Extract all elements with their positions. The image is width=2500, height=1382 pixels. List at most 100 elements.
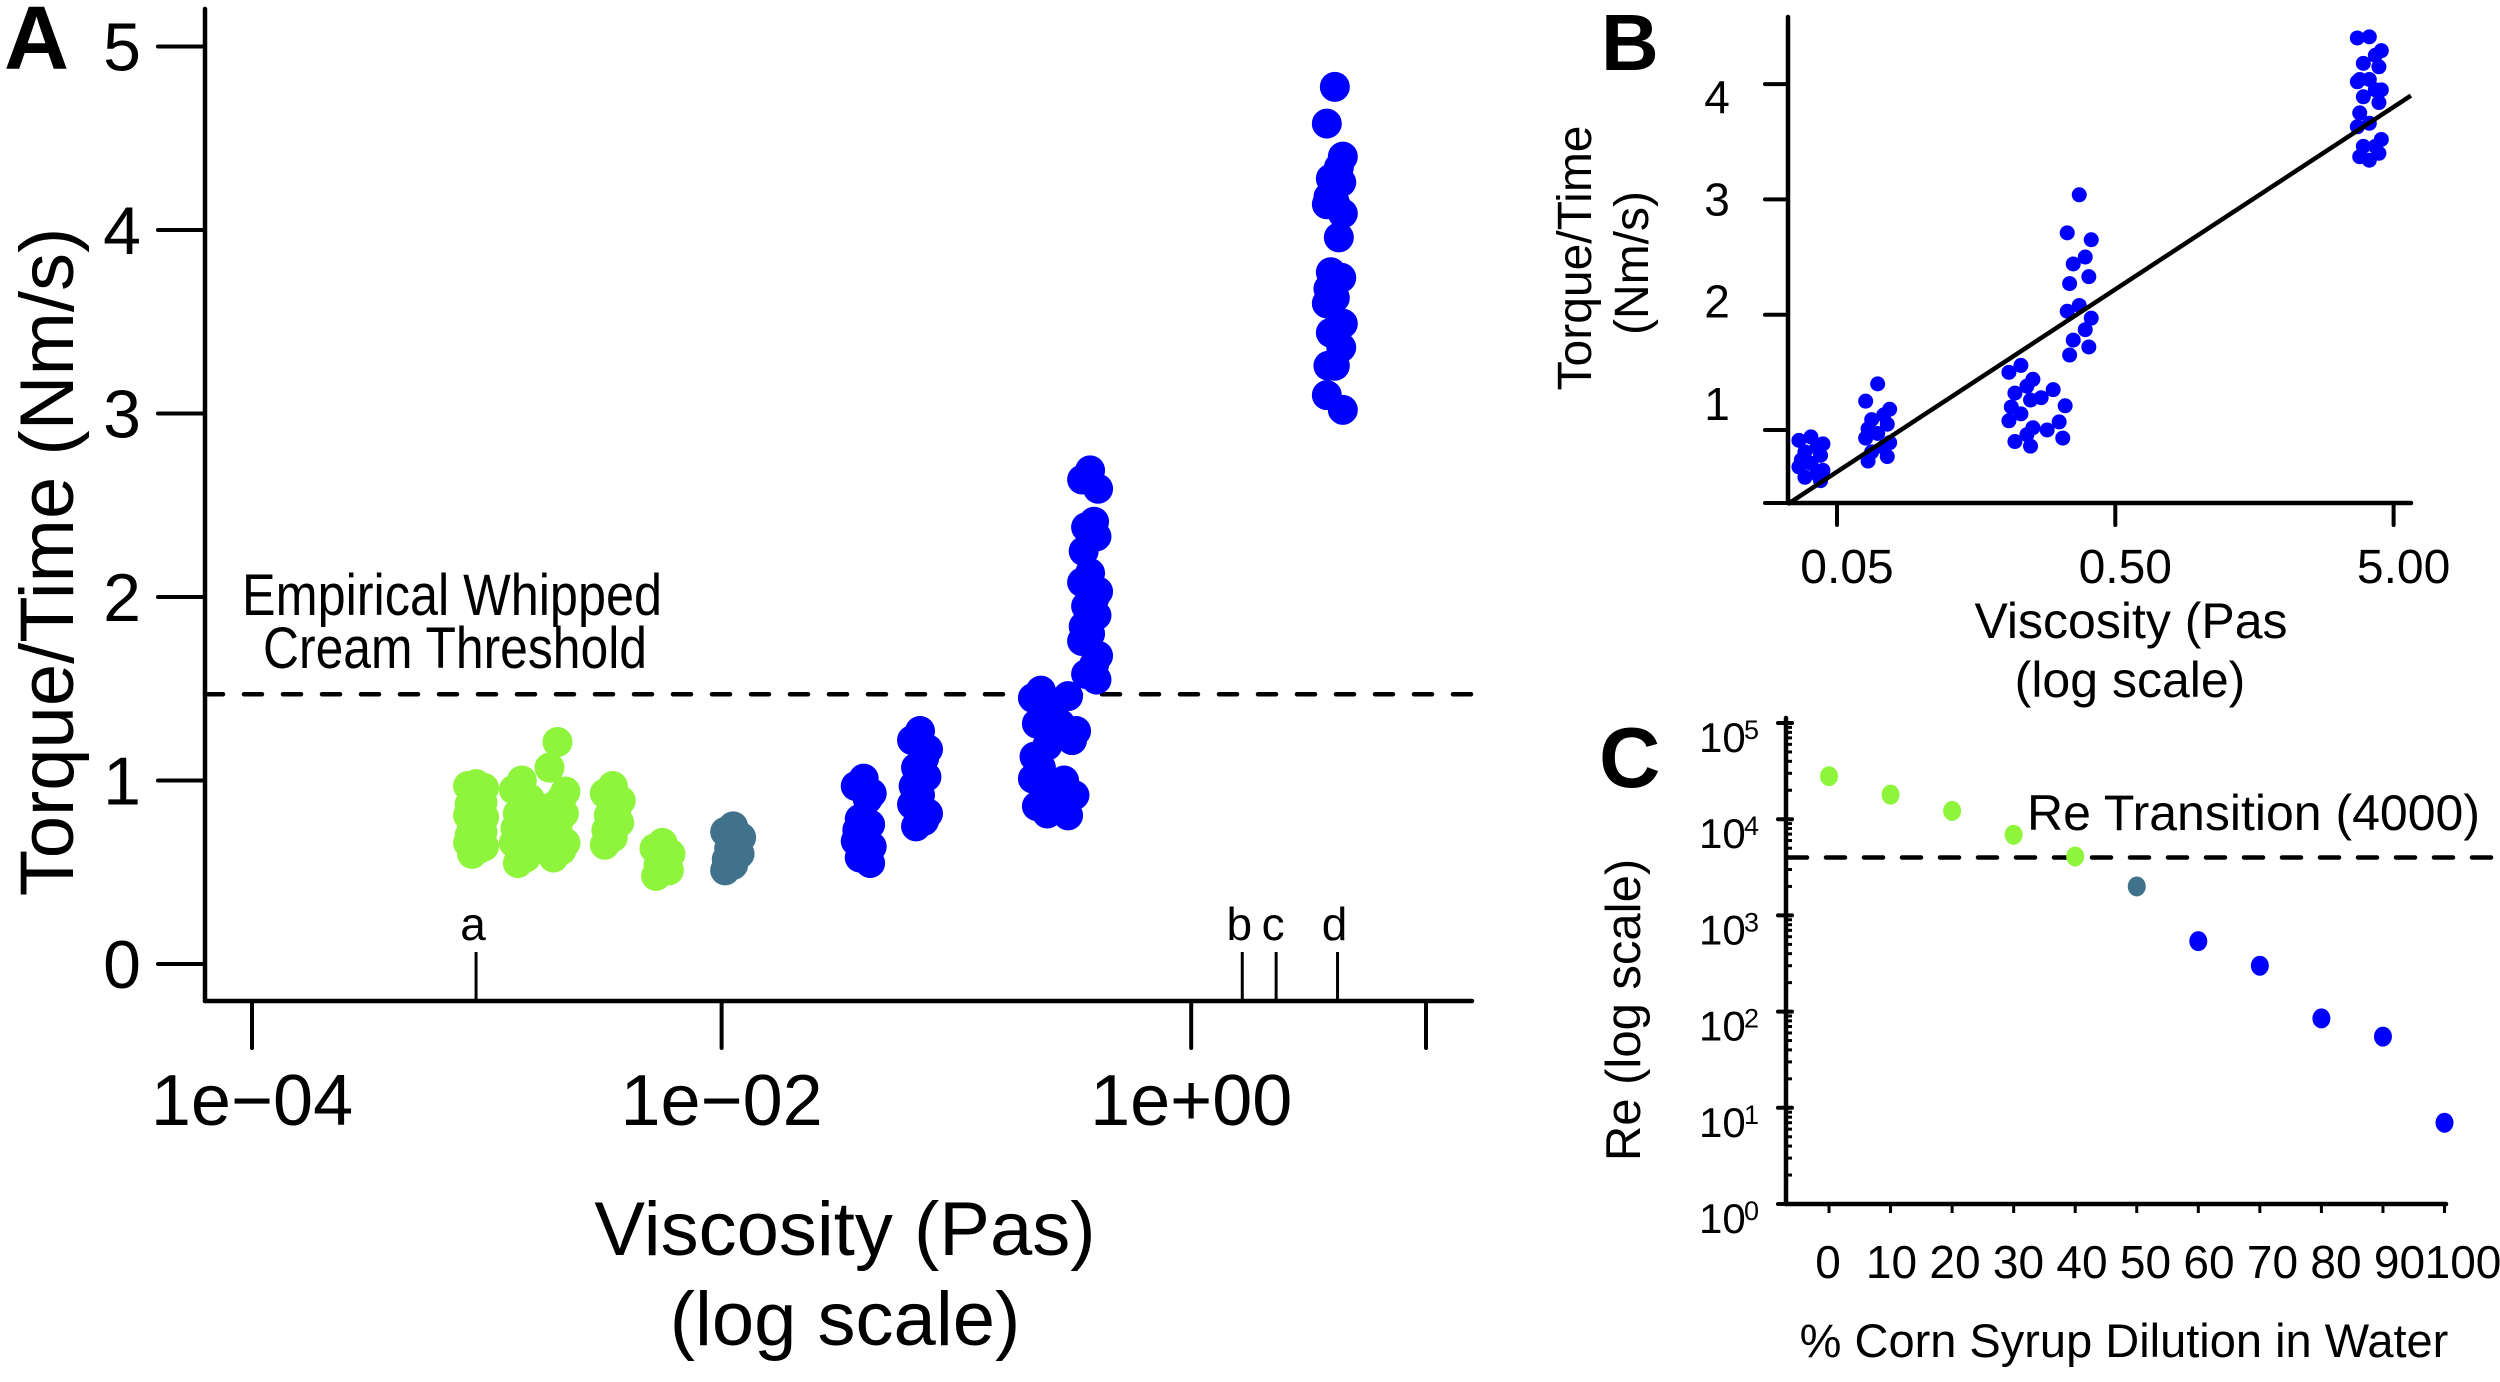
data-point <box>1057 725 1088 756</box>
y-tick-label-base: 10 <box>1699 1195 1746 1242</box>
reference-mark-label: d <box>1322 898 1348 950</box>
panel-b-label: B <box>1601 0 1659 87</box>
data-point <box>2065 332 2081 348</box>
data-point <box>1870 376 1886 392</box>
data-point <box>1858 430 1874 446</box>
data-point <box>2373 1026 2392 1047</box>
x-tick-label: 1e+00 <box>1090 1061 1292 1141</box>
panel-a-x-axis-subtitle: (log scale) <box>670 1277 1021 1362</box>
panel-a-threshold-label-line1: Empirical Whipped <box>242 563 662 628</box>
data-point <box>1860 453 1876 469</box>
data-point <box>2349 30 2365 46</box>
data-point <box>2435 1112 2454 1133</box>
panel-a-y-axis-title: Torque/Time (Nm/s) <box>5 228 90 897</box>
panel-c-points <box>1820 766 2454 1133</box>
data-point <box>1323 222 1354 253</box>
data-point <box>2250 955 2269 976</box>
reference-mark-label: a <box>460 898 486 950</box>
data-point <box>2083 310 2099 326</box>
panel-a-points <box>453 71 1358 891</box>
data-point <box>2081 269 2097 285</box>
data-point <box>2045 382 2061 398</box>
panel-b-x-axis-title: Viscosity (Pas <box>1974 593 2287 649</box>
x-tick-label: 30 <box>1993 1236 2044 1288</box>
y-tick-label-base: 10 <box>1699 1003 1746 1050</box>
reference-mark-label: b <box>1226 898 1252 950</box>
panel-b-y-axis-units: (Nm/s) <box>1606 191 1659 335</box>
panel-a-label: A <box>4 0 69 89</box>
y-tick-label-exponent: 1 <box>1744 1100 1759 1130</box>
y-tick-label-exponent: 0 <box>1744 1196 1759 1226</box>
data-point <box>2059 225 2075 241</box>
data-point <box>641 860 672 891</box>
data-point <box>2001 364 2017 380</box>
x-tick-label: 100 <box>2425 1236 2500 1288</box>
data-point <box>1791 432 1807 448</box>
data-point <box>1327 394 1358 425</box>
data-point <box>2033 390 2049 406</box>
x-tick-label: 1e−02 <box>620 1061 822 1141</box>
panel-b-points <box>1791 29 2389 489</box>
data-point <box>2057 398 2073 414</box>
data-point <box>2013 357 2029 373</box>
data-point <box>457 838 488 869</box>
data-point <box>2367 82 2383 98</box>
y-tick-label-exponent: 2 <box>1744 1004 1759 1034</box>
panel-c: C Re Transition (4000) Re (log scale) % … <box>1597 711 2500 1367</box>
y-tick-label: 4 <box>103 193 141 269</box>
data-point <box>2007 434 2023 450</box>
x-tick-label: 0.50 <box>2079 541 2172 594</box>
data-point <box>2062 276 2078 292</box>
data-point <box>2004 824 2023 845</box>
data-point <box>1879 449 1895 465</box>
x-tick-label: 20 <box>1929 1236 1980 1288</box>
data-point <box>1327 198 1358 229</box>
data-point <box>2007 385 2023 401</box>
data-point <box>2065 256 2081 272</box>
data-point <box>901 811 932 842</box>
data-point <box>2371 59 2387 75</box>
panel-c-threshold-label: Re Transition (4000) <box>2027 785 2480 841</box>
y-tick-label: 5 <box>103 10 141 86</box>
x-tick-label: 90 <box>2374 1236 2425 1288</box>
y-tick-label-base: 10 <box>1699 714 1746 761</box>
data-point <box>2355 55 2371 71</box>
data-point <box>2312 1008 2331 1029</box>
y-tick-label: 4 <box>1704 71 1730 123</box>
panel-a-x-axis-title: Viscosity (Pas) <box>594 1187 1095 1272</box>
panel-a-ticks: 0 1 2 3 4 5 1e−04 1e−02 1e+00 <box>103 10 1428 1141</box>
y-tick-label: 1 <box>103 744 141 820</box>
panel-b-x-axis-subtitle: (log scale) <box>2015 652 2246 708</box>
data-point <box>1311 108 1342 139</box>
y-tick-label-base: 10 <box>1699 810 1746 857</box>
x-tick-label: 0 <box>1815 1236 1841 1288</box>
data-point <box>1311 288 1342 319</box>
panel-b: B Torque/Time (Nm/s) Viscosity (Pas (log… <box>1549 0 2450 708</box>
data-point <box>2071 187 2087 203</box>
x-tick-label: 0.05 <box>1800 541 1893 594</box>
data-point <box>2127 876 2146 897</box>
x-tick-label: 5.00 <box>2357 541 2450 594</box>
y-tick-label: 2 <box>1704 276 1730 328</box>
data-point <box>2055 430 2071 446</box>
data-point <box>1053 681 1084 712</box>
panel-a: A Empirical Whipped Cream Threshold Torq… <box>4 0 1475 1362</box>
data-point <box>534 752 565 783</box>
x-tick-label: 70 <box>2247 1236 2298 1288</box>
y-tick-label: 2 <box>103 560 141 636</box>
y-tick-label-exponent: 5 <box>1744 715 1759 745</box>
data-point <box>2013 406 2029 422</box>
y-tick-label-exponent: 4 <box>1744 811 1759 841</box>
y-tick-label-exponent: 3 <box>1744 907 1759 937</box>
data-point <box>2062 347 2078 363</box>
data-point <box>2349 74 2365 90</box>
y-tick-label: 1 <box>1704 378 1730 430</box>
y-tick-label: 0 <box>103 927 141 1003</box>
x-tick-label: 80 <box>2310 1236 2361 1288</box>
data-point <box>1797 469 1813 485</box>
data-point <box>2081 339 2097 355</box>
x-tick-label: 40 <box>2056 1236 2107 1288</box>
